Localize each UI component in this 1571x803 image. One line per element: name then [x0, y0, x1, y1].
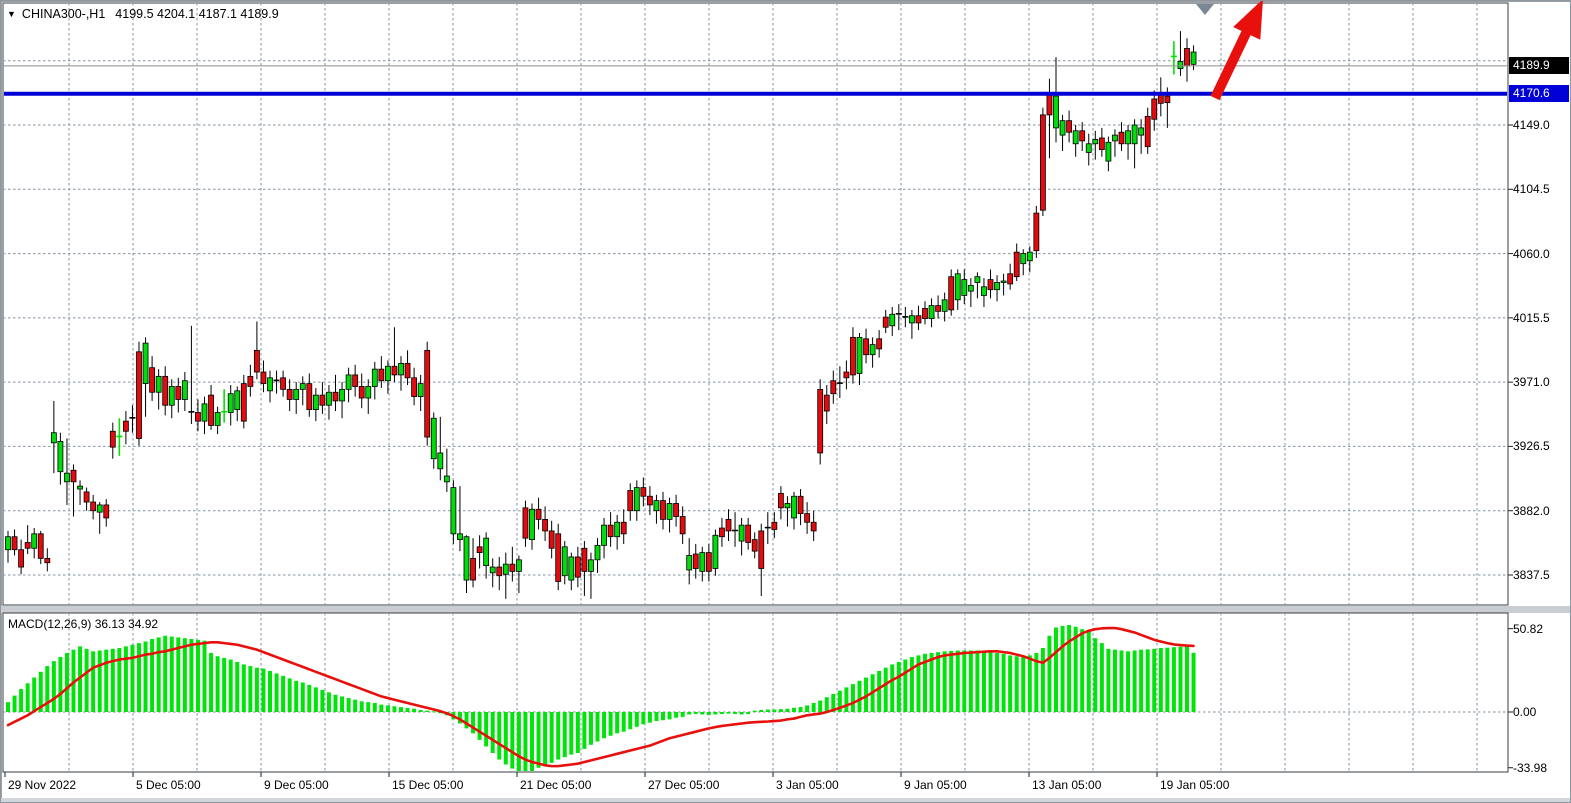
- macd-tick-label: 50.82: [1513, 621, 1544, 636]
- time-tick-label: 15 Dec 05:00: [392, 778, 464, 792]
- price-tick-label: 3837.5: [1513, 567, 1550, 582]
- red-arrow-annotation[interactable]: [1210, 1, 1263, 101]
- time-tick-label: 21 Dec 05:00: [520, 778, 592, 792]
- time-tick-label: 9 Dec 05:00: [264, 778, 329, 792]
- time-tick-label: 13 Jan 05:00: [1032, 778, 1102, 792]
- chart-title: ▼ CHINA300-,H1 4199.5 4204.1 4187.1 4189.9: [7, 6, 279, 23]
- price-tick-label: 3926.5: [1513, 439, 1550, 454]
- price-tick-label: 4060.0: [1513, 246, 1550, 261]
- price-tick-label: 4149.0: [1513, 118, 1550, 132]
- symbol-dropdown-icon[interactable]: ▼: [7, 9, 16, 19]
- time-tick-label: 29 Nov 2022: [8, 778, 77, 792]
- candlestick-series: [5, 31, 1197, 599]
- price-pane[interactable]: [3, 3, 1508, 605]
- macd-histogram: [6, 625, 1196, 771]
- time-tick-label: 27 Dec 05:00: [648, 778, 720, 792]
- price-tick-label: 3882.0: [1513, 503, 1550, 518]
- price-tick-label: 4104.5: [1513, 182, 1550, 197]
- price-tick-label: 3971.0: [1513, 375, 1550, 390]
- time-tick-label: 9 Jan 05:00: [904, 778, 967, 792]
- time-tick-label: 5 Dec 05:00: [136, 778, 201, 792]
- triangle-marker-icon[interactable]: [1196, 4, 1214, 15]
- macd-tick-label: -33.98: [1513, 760, 1548, 775]
- time-tick-label: 3 Jan 05:00: [776, 778, 839, 792]
- symbol-period-label: CHINA300-,H1: [21, 7, 106, 21]
- macd-signal-line: [6, 626, 1195, 768]
- macd-pane[interactable]: [3, 613, 1508, 772]
- price-tick-label: 4015.5: [1513, 310, 1550, 325]
- time-tick-label: 19 Jan 05:00: [1160, 778, 1230, 792]
- current-price-label: 4189.9: [1509, 57, 1569, 75]
- macd-indicator-label: MACD(12,26,9) 36.13 34.92: [8, 617, 159, 631]
- hline-price-label: 4170.6: [1509, 85, 1569, 103]
- macd-tick-label: 0.00: [1513, 705, 1537, 719]
- ohlc-values-label: 4199.5 4204.1 4187.1 4189.9: [115, 7, 279, 21]
